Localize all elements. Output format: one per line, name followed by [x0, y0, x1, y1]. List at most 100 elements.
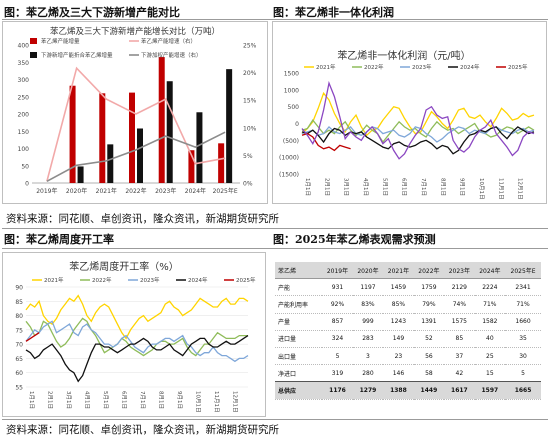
table-cell: 1665 — [505, 381, 541, 400]
x-tick-label: 9月1日 — [176, 391, 183, 409]
table-header-cell: 2024年 — [474, 262, 506, 280]
legend-label: 2021年 — [316, 63, 336, 71]
table-cell: 3 — [352, 347, 384, 366]
table-header-cell: 2021年 — [383, 262, 414, 280]
table-header-cell: 2025年E — [505, 262, 541, 280]
y-tick-label: 300 — [18, 77, 30, 84]
table-total-row: 总供应 1176 1279 1388 1449 1617 1597 1665 — [275, 381, 541, 400]
capacity-growth-chart: 苯乙烯及三大下游新增产能增长对比（万吨） 0 50 100 150 200 250 300 3… — [2, 21, 268, 204]
source-note-top: 资料来源：同花顺、卓创资讯，隆众资讯，新湖期货研究所 — [6, 213, 279, 225]
y-tick-label: 60 — [15, 370, 23, 377]
bar — [196, 112, 203, 183]
table-cell: 42 — [444, 364, 475, 383]
table-cell: 1449 — [413, 381, 445, 400]
figure-caption-demand: 图：2025年苯乙烯表观需求预测 — [273, 233, 436, 246]
x-tick-label: 9月1日 — [459, 178, 466, 196]
chart-frame — [2, 252, 266, 417]
bar — [77, 166, 84, 183]
y-tick-label: 55 — [15, 385, 23, 392]
table-cell: 1388 — [383, 381, 414, 400]
x-tick-label: 3月1日 — [343, 178, 350, 196]
table-cell: 92% — [322, 295, 353, 314]
table-cell: 83% — [352, 295, 384, 314]
table-row-label: 产能利用率 — [275, 295, 323, 314]
y-tick-label: 50 — [21, 163, 29, 170]
table-cell: 2224 — [474, 278, 506, 297]
table-cell: 71% — [474, 295, 506, 314]
x-tick-label: 2023年 — [155, 187, 176, 195]
series-line — [25, 335, 249, 383]
series-line — [46, 66, 226, 182]
bar — [107, 144, 114, 183]
legend-label: 苯乙烯产能增速（右） — [141, 37, 196, 45]
x-tick-label: 2025年E — [213, 187, 238, 195]
table-header-cell: 苯乙烯 — [275, 262, 323, 280]
table-cell: 56 — [413, 347, 445, 366]
table-cell: 1176 — [322, 381, 353, 400]
y-tick-label: 90 — [15, 285, 23, 292]
legend-label: 下游加权产能增速（右） — [141, 51, 202, 59]
x-tick-label: 2022年 — [125, 187, 146, 195]
y-tick-label: 400 — [18, 43, 30, 50]
caption-divider — [2, 19, 548, 20]
x-tick-label: 7月1日 — [420, 178, 427, 196]
table-cell: 1582 — [474, 313, 506, 331]
y2-tick-label: 0% — [243, 181, 253, 188]
table-row: 进口量 324 283 149 52 85 40 35 — [275, 330, 541, 348]
table-row-label: 出口量 — [275, 347, 323, 366]
bar — [226, 69, 233, 183]
table-cell: 149 — [383, 330, 414, 348]
y2-tick-label: 25% — [243, 43, 257, 50]
bar — [99, 93, 106, 183]
table-header-cell: 2020年 — [352, 262, 384, 280]
series-line — [25, 294, 249, 340]
legend-label: 2022年 — [92, 276, 112, 284]
y-tick-label: 70 — [15, 342, 23, 349]
legend-label: 2021年 — [44, 276, 64, 284]
x-tick-label: 8月1日 — [158, 391, 165, 409]
legend-swatch — [30, 38, 37, 44]
table-row: 产能 931 1197 1459 1759 2129 2224 2341 — [275, 278, 541, 297]
figure-caption-capacity: 图：苯乙烯及三大下游新增产能对比 — [4, 6, 180, 19]
bar — [218, 143, 225, 183]
table-row-label: 进口量 — [275, 330, 323, 348]
y-tick-label: (1500) — [279, 172, 299, 179]
table-cell: 58 — [413, 364, 445, 383]
table-cell: 1391 — [413, 313, 445, 331]
table-cell: 71% — [505, 295, 541, 314]
table-cell: 40 — [474, 330, 506, 348]
utilization-chart: 苯乙烯周度开工率（%） 55 60 65 70 75 80 85 90 1月1日 2月1日 3月1日… — [2, 252, 266, 417]
legend-label: 2025年 — [508, 63, 528, 71]
table-cell: 999 — [352, 313, 384, 331]
table-cell: 85% — [383, 295, 414, 314]
x-tick-label: 1月1日 — [28, 391, 35, 409]
table-row-label: 产能 — [275, 278, 323, 297]
legend-label: 2023年 — [412, 63, 432, 71]
table-cell: 283 — [352, 330, 384, 348]
table-cell: 30 — [505, 347, 541, 366]
y-tick-label: 0 — [25, 181, 29, 188]
x-tick-label: 11月1日 — [497, 178, 504, 200]
x-tick-label: 7月1日 — [139, 391, 146, 409]
series-line — [301, 80, 535, 160]
series-line — [25, 317, 248, 357]
table-cell: 1243 — [383, 313, 414, 331]
x-tick-label: 4月1日 — [362, 178, 369, 196]
table-cell: 1597 — [474, 381, 506, 400]
legend-label: 2022年 — [364, 63, 384, 71]
series-line — [301, 126, 535, 155]
table-cell: 37 — [444, 347, 475, 366]
table-cell: 2129 — [444, 278, 475, 297]
table-row-label: 总供应 — [275, 381, 323, 400]
figure-caption-profit: 图：苯乙烯非一体化利润 — [273, 6, 394, 19]
table-row: 产量 857 999 1243 1391 1575 1582 1660 — [275, 313, 541, 331]
x-tick-label: 1月1日 — [304, 178, 311, 196]
table-cell: 280 — [352, 364, 384, 383]
y-tick-label: 75 — [15, 327, 23, 334]
x-tick-label: 11月1日 — [213, 391, 220, 413]
table-cell: 146 — [383, 364, 414, 383]
x-tick-label: 4月1日 — [84, 391, 91, 409]
chart-title: 苯乙烯及三大下游新增产能增长对比（万吨） — [50, 26, 220, 37]
demand-forecast-table: 苯乙烯 2019年 2020年 2021年 2022年 2023年 2024年 … — [275, 262, 541, 400]
profit-chart: 苯乙烯非一体化利润（元/吨） (1500) (1000) (500) 0 500 1000… — [272, 21, 547, 204]
